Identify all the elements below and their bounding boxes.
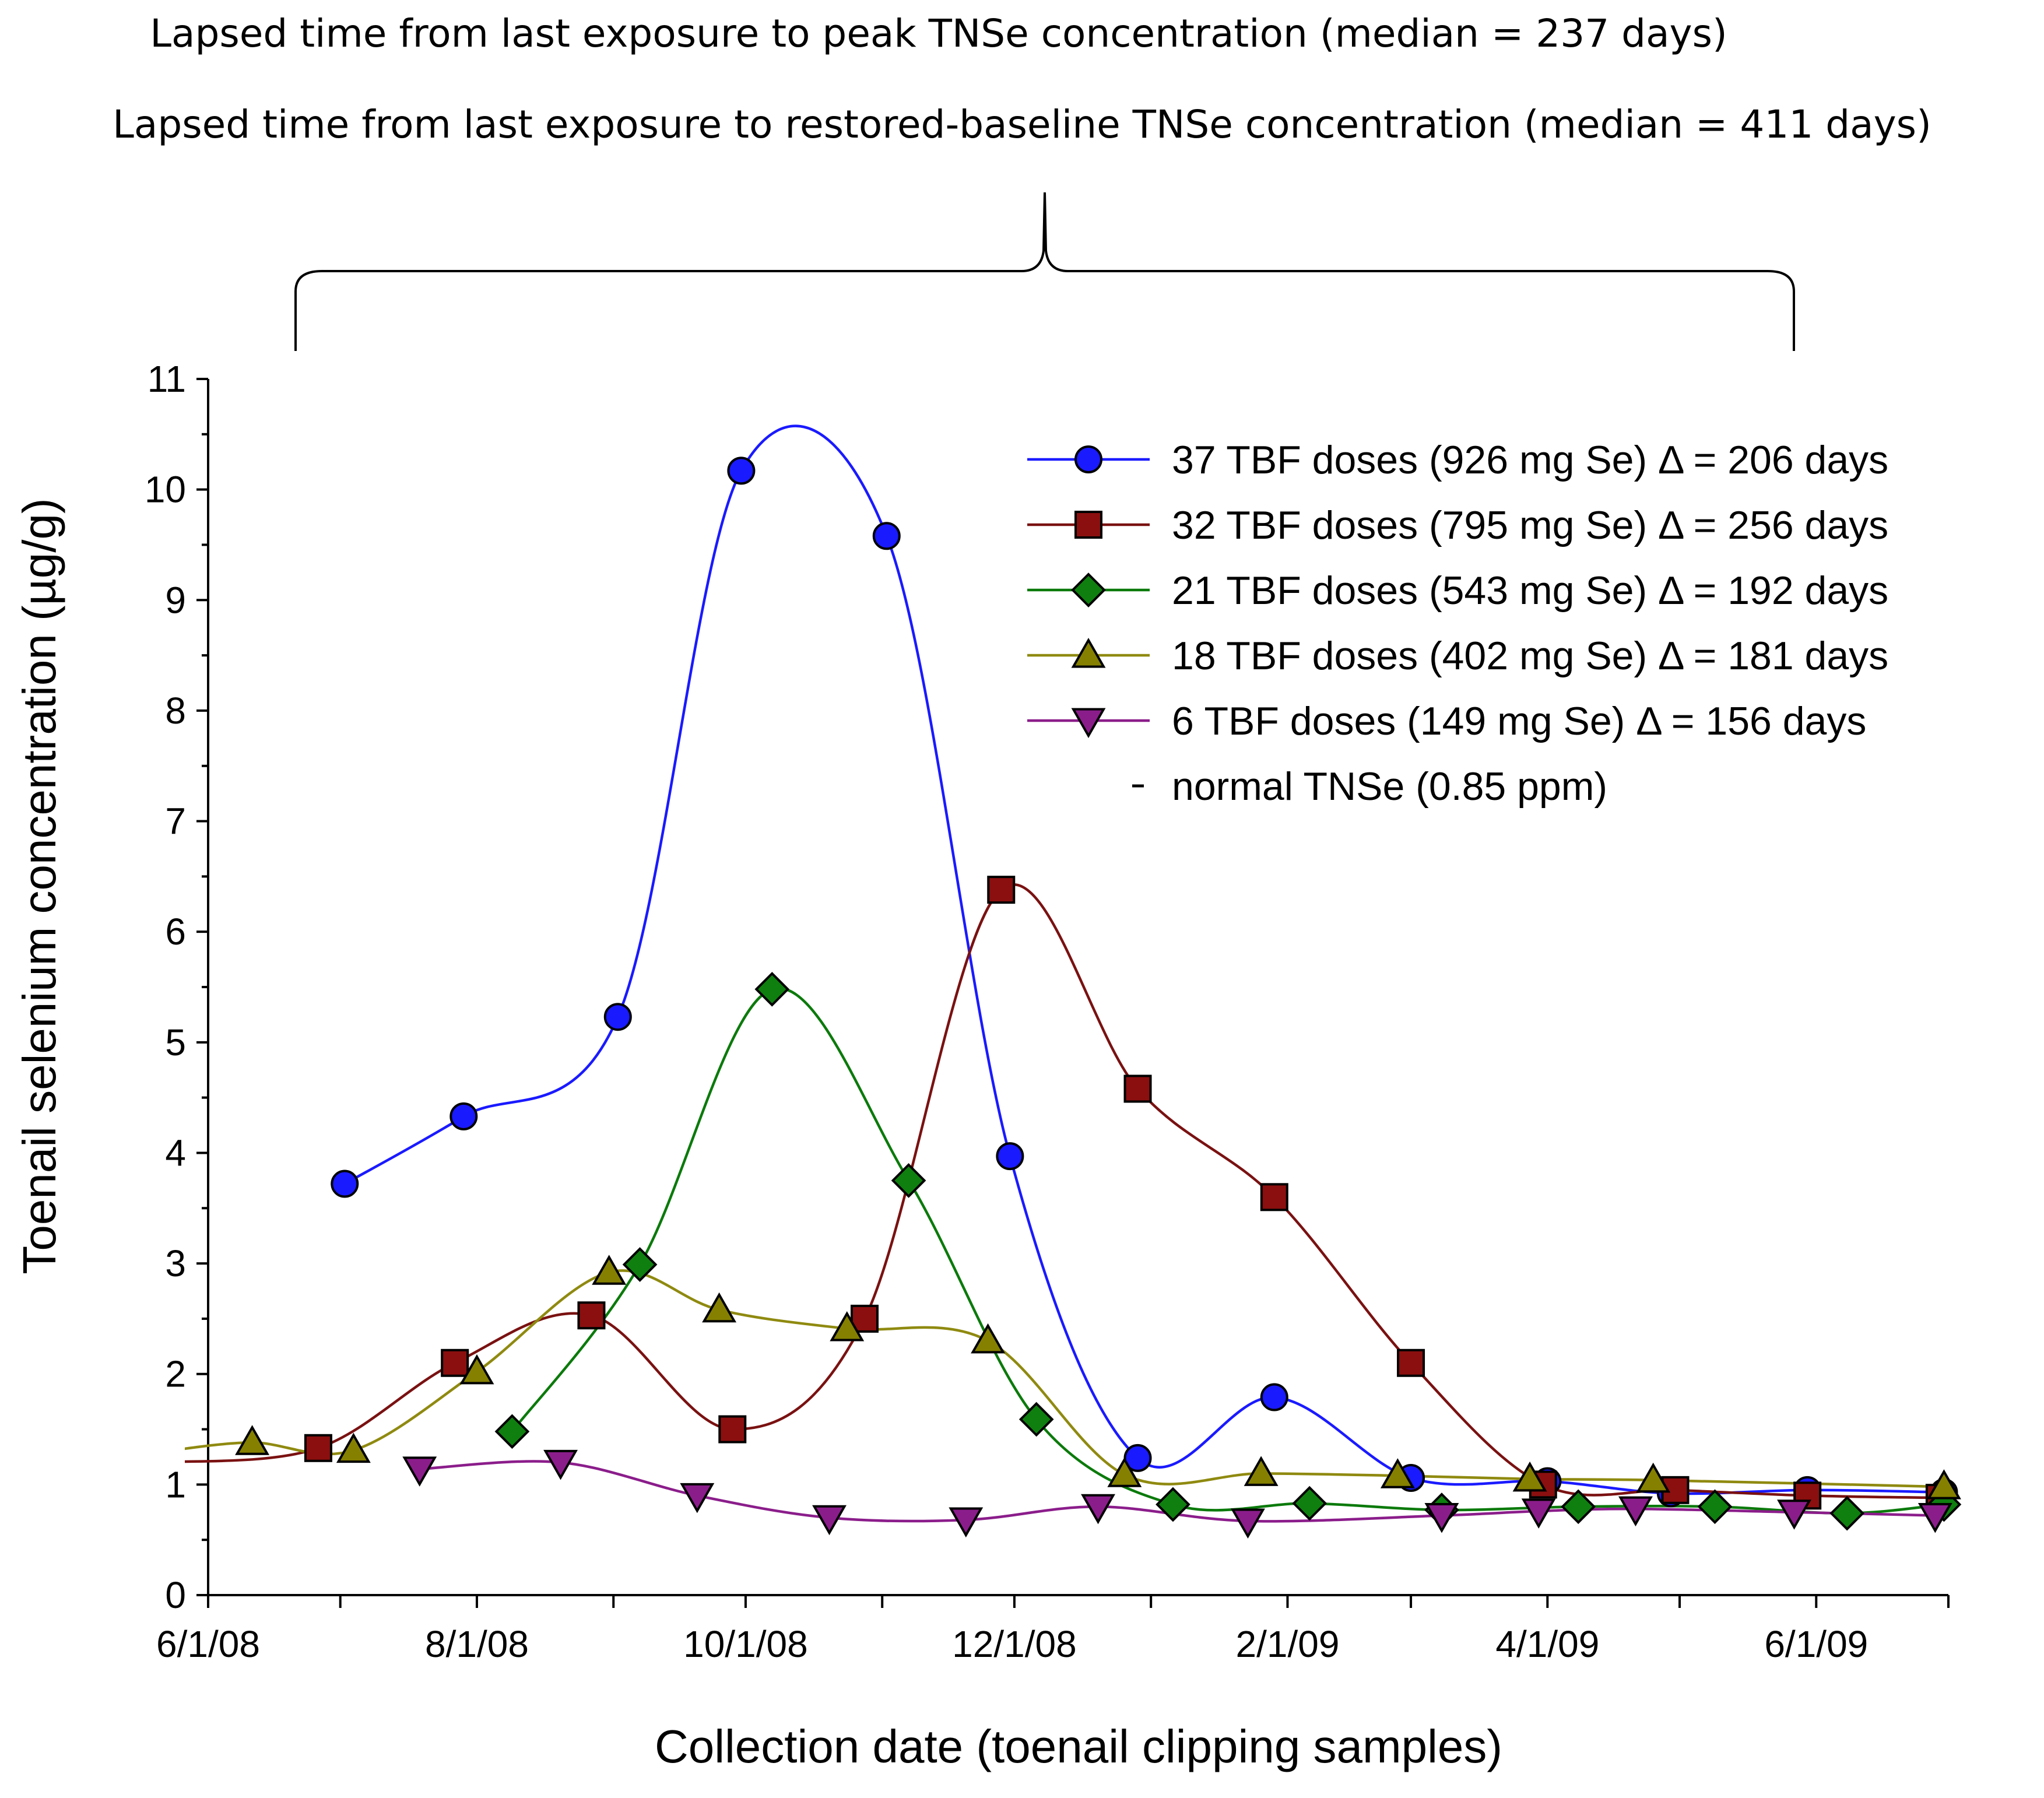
data-point-series-4 — [1777, 1499, 1811, 1530]
legend-label-3: 18 TBF doses (402 mg Se) Δ = 181 days — [1172, 634, 1888, 678]
data-point-series-3 — [1244, 1456, 1279, 1486]
data-point-series-2 — [622, 1247, 658, 1282]
y-tick-label: 4 — [165, 1132, 186, 1174]
data-point-series-4 — [1917, 1502, 1952, 1533]
annotation-restored-baseline: Lapsed time from last exposure to restor… — [113, 102, 1931, 147]
y-tick-label: 5 — [165, 1021, 186, 1063]
legend-marker-4 — [1071, 708, 1106, 739]
data-point-series-3 — [1380, 1458, 1415, 1488]
legend-label-2: 21 TBF doses (543 mg Se) Δ = 192 days — [1172, 568, 1888, 613]
data-point-series-1 — [577, 1301, 606, 1330]
y-axis-title: Toenail selenium concentration (µg/g) — [13, 498, 65, 1274]
data-point-series-4 — [1618, 1496, 1653, 1527]
data-point-series-1 — [1260, 1183, 1288, 1211]
axes: 0 1 2 3 4 5 6 7 8 9 10 11 6/1/08 8/1/08 10/1/08 12/1/08… — [145, 358, 1950, 1665]
data-point-series-3 — [592, 1255, 627, 1285]
y-tick-label: 2 — [165, 1353, 186, 1395]
series-line-1 — [185, 883, 1940, 1499]
y-tick-label: 6 — [165, 911, 186, 953]
x-tick-label: 6/1/09 — [1764, 1623, 1868, 1665]
data-point-series-3 — [336, 1432, 371, 1463]
data-point-series-3 — [459, 1354, 494, 1385]
data-point-series-4 — [1081, 1494, 1115, 1525]
data-point-series-2 — [1292, 1486, 1327, 1521]
legend: 37 TBF doses (926 mg Se) Δ = 206 days 32 … — [1027, 438, 1888, 809]
series-layer — [185, 424, 1962, 1539]
data-point-series-1 — [441, 1348, 469, 1377]
legend-marker-0 — [1074, 445, 1102, 473]
data-point-series-0 — [449, 1102, 478, 1130]
y-tick-label: 0 — [165, 1574, 186, 1616]
series-line-2 — [511, 986, 1944, 1515]
data-point-series-0 — [331, 1170, 359, 1198]
legend-marker-2 — [1071, 573, 1106, 607]
data-point-series-0 — [603, 1003, 632, 1031]
x-tick-label: 2/1/09 — [1235, 1623, 1339, 1665]
legend-marker-1 — [1074, 511, 1102, 539]
data-point-series-3 — [1926, 1469, 1961, 1499]
y-tick-label: 1 — [165, 1463, 186, 1505]
x-axis-title: Collection date (toenail clipping sample… — [655, 1720, 1502, 1772]
data-point-series-0 — [1260, 1383, 1288, 1411]
data-point-series-4 — [1521, 1498, 1556, 1529]
x-tick-label: 10/1/08 — [683, 1623, 808, 1665]
x-tick-label: 6/1/08 — [156, 1623, 260, 1665]
legend-label-4: 6 TBF doses (149 mg Se) Δ = 156 days — [1172, 699, 1866, 743]
data-point-series-3 — [1512, 1461, 1547, 1492]
series-line-4 — [419, 1460, 1936, 1523]
y-tick-label: 9 — [165, 579, 186, 621]
data-point-series-4 — [812, 1505, 847, 1536]
legend-label-1: 32 TBF doses (795 mg Se) Δ = 256 days — [1172, 503, 1888, 547]
data-point-series-2 — [1697, 1489, 1733, 1525]
data-point-series-3 — [971, 1323, 1006, 1354]
y-tick-label: 10 — [145, 469, 186, 511]
data-point-series-1 — [1397, 1348, 1425, 1377]
y-tick-label: 8 — [165, 690, 186, 732]
data-point-series-0 — [996, 1142, 1024, 1171]
x-tick-label: 12/1/08 — [952, 1623, 1077, 1665]
legend-marker-3 — [1071, 637, 1106, 668]
y-tick-label: 7 — [165, 800, 186, 842]
data-point-series-2 — [1019, 1402, 1054, 1437]
data-point-series-3 — [830, 1311, 865, 1342]
data-point-series-1 — [987, 876, 1016, 904]
data-point-series-1 — [304, 1434, 332, 1462]
y-tick-label: 3 — [165, 1242, 186, 1284]
x-tick-label: 4/1/09 — [1495, 1623, 1599, 1665]
data-point-series-1 — [718, 1415, 747, 1444]
series-line-0 — [344, 424, 1944, 1495]
data-point-series-4 — [949, 1507, 984, 1538]
data-point-series-1 — [1123, 1074, 1152, 1103]
data-point-series-4 — [1424, 1502, 1459, 1533]
data-point-series-2 — [754, 971, 790, 1007]
data-point-series-3 — [1107, 1457, 1142, 1487]
data-point-series-3 — [235, 1425, 270, 1455]
data-point-series-4 — [402, 1456, 437, 1487]
legend-label-5: normal TNSe (0.85 ppm) — [1172, 764, 1607, 809]
curly-brace — [294, 192, 1795, 351]
y-tick-label: 11 — [147, 358, 186, 400]
data-point-series-4 — [1230, 1508, 1265, 1539]
data-point-series-0 — [872, 522, 901, 550]
data-point-series-0 — [727, 456, 756, 485]
data-point-series-3 — [1636, 1462, 1671, 1493]
data-point-series-2 — [1829, 1495, 1865, 1531]
data-point-series-2 — [1561, 1489, 1596, 1525]
data-point-series-4 — [543, 1449, 578, 1480]
data-point-series-4 — [680, 1483, 715, 1513]
data-point-series-2 — [494, 1414, 530, 1449]
x-tick-label: 8/1/08 — [425, 1623, 529, 1665]
data-point-series-2 — [1156, 1487, 1190, 1522]
data-point-series-3 — [702, 1292, 737, 1323]
legend-label-0: 37 TBF doses (926 mg Se) Δ = 206 days — [1172, 438, 1888, 482]
annotation-peak: Lapsed time from last exposure to peak T… — [150, 11, 1727, 56]
data-point-series-2 — [891, 1163, 926, 1198]
